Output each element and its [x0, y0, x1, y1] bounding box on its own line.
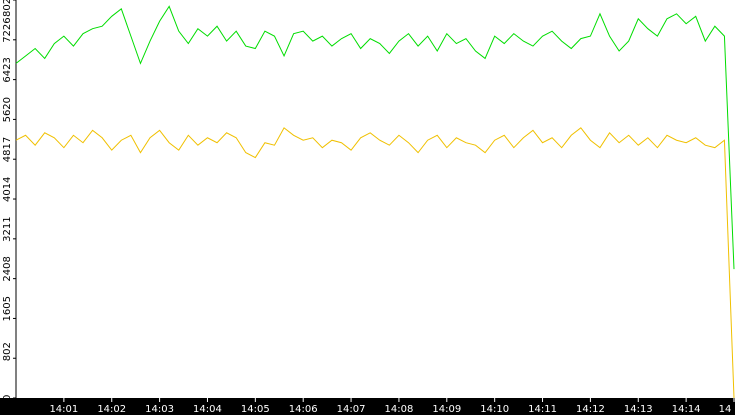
x-tick-label: 14:05: [241, 404, 270, 415]
y-tick-label: 0: [2, 395, 13, 401]
x-tick-label: 14:09: [432, 404, 461, 415]
x-tick-label: 14:07: [337, 404, 366, 415]
y-tick-label: 7226: [2, 17, 13, 42]
x-tick-label: 14:03: [145, 404, 174, 415]
x-tick-label: 14:01: [49, 404, 78, 415]
x-axis-bar: [0, 398, 735, 415]
y-tick-label: 8029: [2, 0, 13, 17]
y-tick-label: 6423: [2, 57, 13, 82]
x-tick-label: 14:04: [193, 404, 222, 415]
x-tick-label: 14: [719, 404, 732, 415]
x-tick-label: 14:14: [672, 404, 701, 415]
series-line: [15, 5, 735, 270]
y-tick-label: 5620: [2, 97, 13, 122]
y-tick-label: 802: [2, 342, 13, 361]
x-tick-label: 14:11: [528, 404, 557, 415]
y-tick-label: 1605: [2, 296, 13, 321]
x-tick-label: 14:08: [385, 404, 414, 415]
y-tick-label: 2408: [2, 256, 13, 281]
x-tick-label: 14:06: [289, 404, 318, 415]
series-line: [15, 127, 735, 399]
x-tick-label: 14:02: [97, 404, 126, 415]
x-tick-label: 14:12: [576, 404, 605, 415]
y-tick-label: 4817: [2, 137, 13, 162]
x-tick-label: 14:10: [480, 404, 509, 415]
x-tick-label: 14:13: [624, 404, 653, 415]
y-tick-label: 4014: [2, 177, 13, 202]
y-tick-label: 3211: [2, 216, 13, 241]
